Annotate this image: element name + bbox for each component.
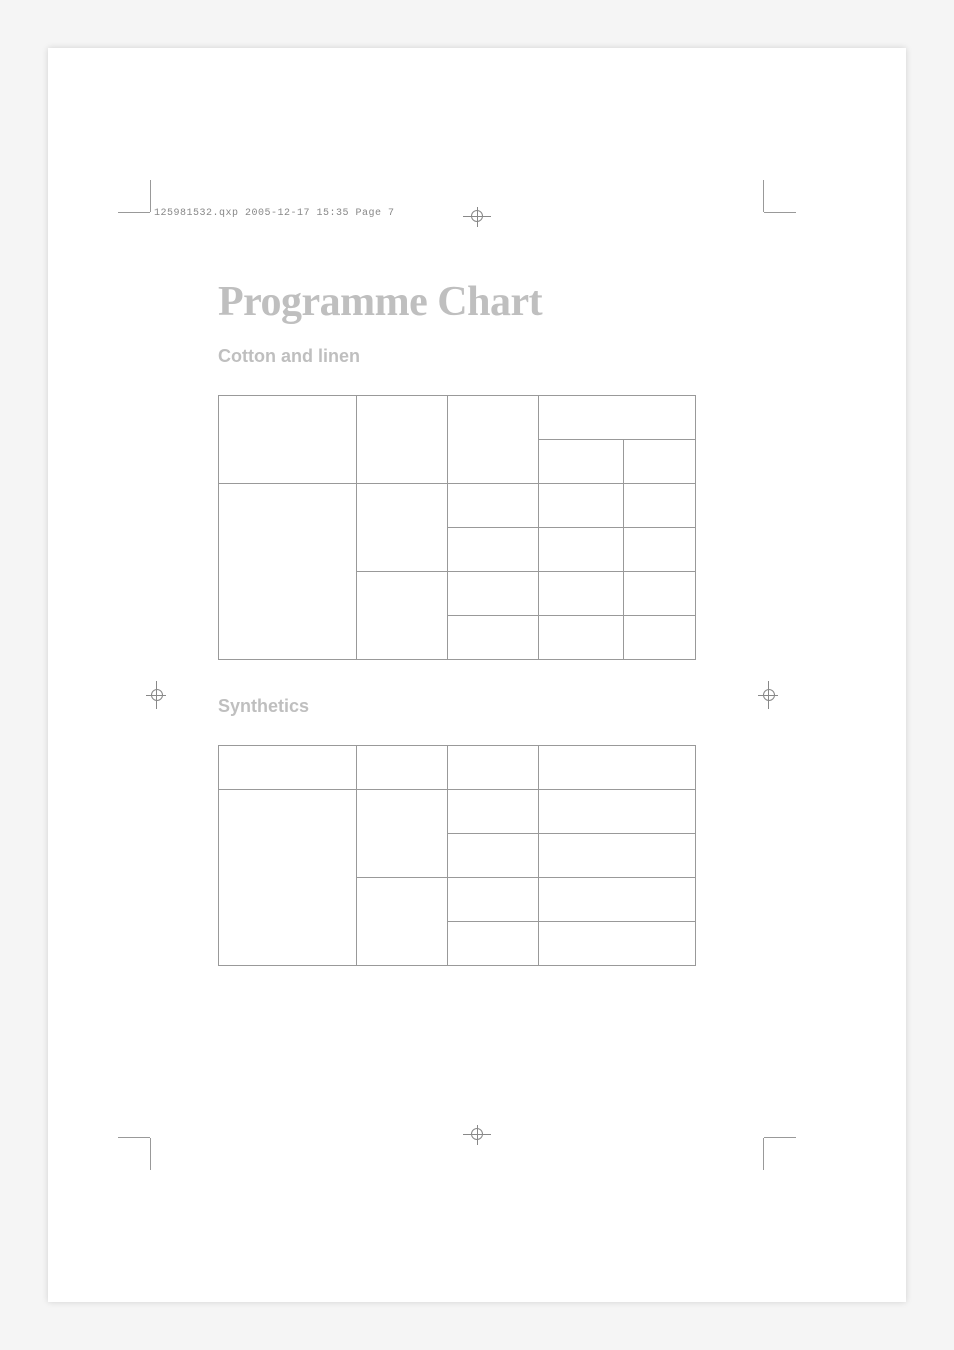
page: 125981532.qxp 2005-12-17 15:35 Page 7 Pr…	[48, 48, 906, 1302]
table-cell	[624, 528, 696, 572]
table-cell	[538, 528, 624, 572]
crop-mark	[118, 212, 150, 213]
table-cell	[538, 790, 695, 834]
table-cell	[538, 746, 695, 790]
table-cell	[447, 396, 538, 484]
table-cell	[219, 484, 357, 660]
table-cell	[447, 616, 538, 660]
registration-mark	[463, 1134, 491, 1148]
table-cell	[447, 834, 538, 878]
table-header-row	[219, 746, 696, 790]
table-cell	[357, 396, 448, 484]
table-cell	[538, 878, 695, 922]
section-heading-synthetics: Synthetics	[218, 696, 696, 717]
table-cell	[357, 484, 448, 572]
table-cell	[538, 484, 624, 528]
table-cell	[447, 572, 538, 616]
table-cell	[624, 484, 696, 528]
crop-mark	[118, 1137, 150, 1138]
table-cell	[447, 878, 538, 922]
file-metadata: 125981532.qxp 2005-12-17 15:35 Page 7	[154, 208, 395, 219]
table-cell	[357, 878, 448, 966]
content-area: Programme Chart Cotton and linen	[218, 278, 696, 976]
registration-mark	[463, 216, 491, 230]
crop-mark	[150, 1138, 151, 1170]
table-cell	[624, 616, 696, 660]
table-cell	[219, 396, 357, 484]
table-cell	[538, 572, 624, 616]
table-cell	[447, 922, 538, 966]
table-cell	[538, 616, 624, 660]
table-row	[219, 484, 696, 528]
table-cell	[447, 528, 538, 572]
table-cell	[357, 790, 448, 878]
crop-mark	[763, 1138, 764, 1170]
table-cell	[219, 790, 357, 966]
table-cell	[624, 440, 696, 484]
crop-mark	[150, 180, 151, 212]
registration-mark	[755, 681, 769, 709]
table-cell	[538, 396, 695, 440]
crop-mark	[764, 212, 796, 213]
table-cell	[538, 834, 695, 878]
registration-mark	[143, 681, 157, 709]
crop-mark	[764, 1137, 796, 1138]
table-cell	[538, 440, 624, 484]
table-cell	[357, 746, 448, 790]
table-cell	[447, 790, 538, 834]
table-cell	[447, 484, 538, 528]
table-header-row	[219, 396, 696, 440]
table-cell	[624, 572, 696, 616]
synthetics-table	[218, 745, 696, 966]
cotton-linen-table	[218, 395, 696, 660]
table-cell	[447, 746, 538, 790]
page-title: Programme Chart	[218, 278, 696, 326]
table-row	[219, 790, 696, 834]
table-cell	[219, 746, 357, 790]
table-cell	[357, 572, 448, 660]
crop-mark	[763, 180, 764, 212]
section-heading-cotton: Cotton and linen	[218, 346, 696, 367]
table-cell	[538, 922, 695, 966]
